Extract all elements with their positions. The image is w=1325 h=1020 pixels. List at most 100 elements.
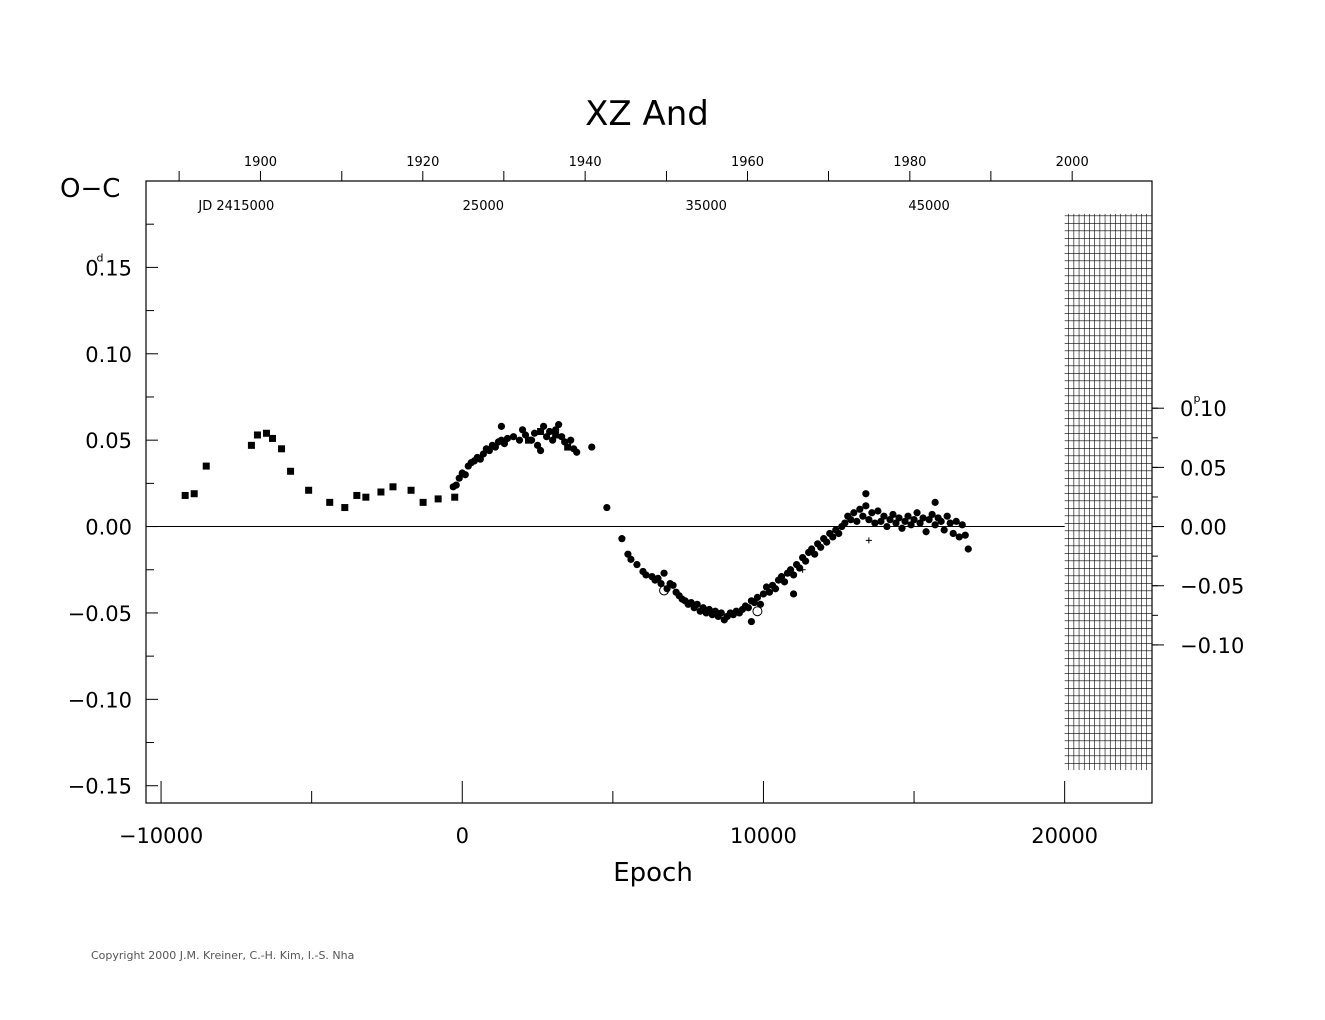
y-axis-left: 0.15d 0.10 0.05 0.00 −0.05 −0.10 −0.15 — [68, 223, 158, 799]
chart-title: XZ And — [585, 94, 709, 134]
x-tick-label: 10000 — [730, 824, 797, 848]
data-point — [856, 505, 864, 513]
year-label: 2000 — [1056, 155, 1089, 170]
data-point — [789, 590, 798, 598]
data-point — [567, 436, 575, 444]
y-axis-right: 0.10p 0.05 0.00 −0.05 −0.10 — [1152, 392, 1244, 658]
plot-frame — [145, 180, 1153, 804]
hatched-region — [1064, 213, 1153, 771]
data-point-square — [262, 429, 270, 437]
data-point-square — [269, 434, 277, 442]
y-axis-label: O−C — [60, 174, 120, 204]
data-point-square — [287, 467, 295, 475]
data-point — [871, 519, 879, 527]
data-point — [549, 436, 557, 444]
copyright-notice: Copyright 2000 J.M. Kreiner, C.-H. Kim, … — [91, 949, 355, 962]
data-point-square — [253, 431, 261, 439]
data-point — [515, 436, 524, 444]
x-tick-label: −10000 — [119, 824, 203, 848]
data-point — [835, 529, 843, 538]
data-point — [521, 431, 530, 439]
data-point — [669, 581, 677, 589]
data-point-square — [564, 443, 572, 451]
data-point — [841, 519, 849, 527]
data-point — [780, 578, 789, 586]
data-point — [946, 519, 954, 527]
right-y-tick-label: 0.00 — [1180, 516, 1227, 540]
data-point — [642, 571, 650, 579]
data-point — [771, 585, 780, 593]
data-point-square — [341, 504, 349, 512]
jd-label: JD 2415000 — [197, 199, 274, 214]
data-point-square — [419, 498, 427, 506]
y-tick-label: 0.00 — [85, 516, 132, 540]
data-point — [452, 481, 460, 489]
data-point — [633, 560, 641, 569]
top-year-axis: 1900 1920 1940 1960 1980 2000 — [178, 155, 1089, 181]
jd-label: 35000 — [686, 199, 727, 214]
right-y-tick-label: 0.10 — [1180, 397, 1227, 421]
data-point — [717, 609, 725, 617]
data-point — [817, 543, 825, 551]
data-point — [919, 514, 927, 522]
data-point — [497, 422, 506, 430]
data-point — [756, 600, 765, 608]
data-point-square — [389, 483, 397, 491]
data-point-square — [451, 493, 459, 501]
data-point-plus — [865, 537, 872, 544]
data-point-square — [326, 498, 334, 506]
data-point-square — [434, 495, 442, 503]
right-y-tick-label: 0.05 — [1180, 456, 1227, 480]
data-point-square — [181, 491, 189, 499]
data-point-square — [362, 493, 370, 501]
data-point-plus — [799, 566, 806, 573]
data-point — [865, 516, 873, 524]
data-point — [922, 528, 930, 536]
data-point-square — [537, 428, 545, 436]
data-point-square — [247, 441, 255, 449]
data-point — [603, 503, 611, 512]
data-point — [940, 526, 948, 534]
data-point-open — [752, 606, 763, 617]
data-point — [588, 443, 596, 451]
data-point — [964, 545, 972, 553]
jd-label: 45000 — [908, 199, 949, 214]
data-point — [949, 529, 957, 538]
right-y-unit-label: p — [1194, 392, 1201, 405]
data-point — [898, 524, 906, 532]
data-point — [811, 550, 819, 558]
y-tick-label: 0.05 — [85, 429, 132, 453]
data-point — [859, 512, 867, 520]
data-point — [883, 522, 891, 531]
data-point — [928, 510, 936, 519]
data-point — [660, 569, 668, 577]
data-point — [955, 533, 963, 541]
data-point-square — [353, 491, 361, 499]
data-point — [765, 588, 774, 596]
data-point — [880, 512, 888, 520]
data-point — [937, 517, 945, 525]
data-point — [961, 531, 969, 539]
data-point — [850, 509, 858, 517]
y-tick-label: −0.15 — [68, 775, 132, 799]
data-point — [747, 617, 756, 626]
data-point — [561, 438, 569, 446]
data-point — [759, 590, 768, 598]
data-point-square — [305, 486, 313, 494]
data-point-square — [377, 488, 385, 496]
year-label: 1960 — [731, 155, 764, 170]
data-point — [527, 436, 536, 444]
y-tick-label: −0.10 — [68, 688, 132, 712]
x-tick-label: 20000 — [1031, 824, 1098, 848]
data-point — [931, 521, 939, 529]
data-point — [627, 555, 635, 563]
data-point — [461, 471, 469, 479]
y-tick-label: −0.05 — [68, 602, 132, 626]
plot-border — [145, 180, 1153, 804]
x-axis-label: Epoch — [613, 858, 693, 888]
data-point — [657, 579, 665, 588]
data-point — [802, 557, 810, 565]
data-point — [536, 446, 545, 455]
data-point — [853, 517, 861, 525]
